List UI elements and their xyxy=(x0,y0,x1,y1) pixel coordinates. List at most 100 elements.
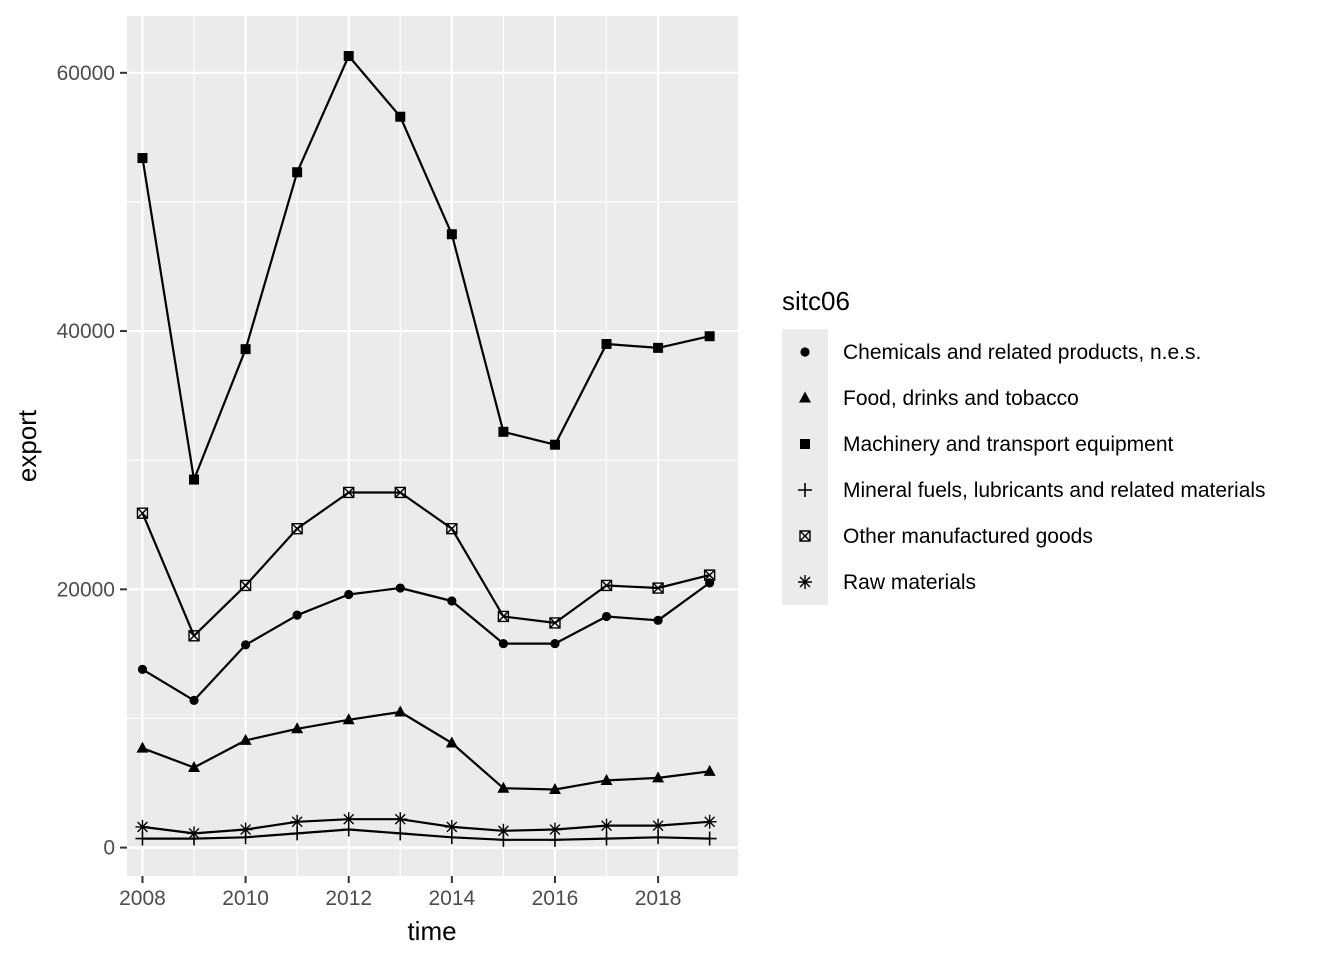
data-point xyxy=(344,589,354,600)
data-point xyxy=(653,342,664,353)
x-tick-label: 2010 xyxy=(222,887,269,910)
data-point xyxy=(652,582,664,594)
legend-label: Mineral fuels, lubricants and related ma… xyxy=(843,479,1266,502)
legend-items: Chemicals and related products, n.e.s. Fo… xyxy=(798,341,1266,594)
data-point xyxy=(547,822,562,837)
data-point xyxy=(393,826,408,841)
data-point xyxy=(136,741,149,753)
data-point xyxy=(703,764,716,776)
legend-key xyxy=(800,347,810,357)
data-point xyxy=(600,773,613,785)
data-point xyxy=(395,111,406,122)
y-tick-label: 20000 xyxy=(57,578,115,601)
data-point xyxy=(651,818,666,833)
data-point xyxy=(343,486,355,499)
series-line xyxy=(141,54,710,481)
data-point xyxy=(290,814,305,829)
y-tick-label: 60000 xyxy=(57,62,115,85)
legend-label: Food, drinks and tobacco xyxy=(843,387,1079,410)
legend-label: Raw materials xyxy=(843,571,976,594)
data-point xyxy=(599,831,614,846)
data-point xyxy=(240,640,251,650)
legend-item: Food, drinks and tobacco xyxy=(799,387,1079,410)
data-point xyxy=(446,229,457,240)
legend-title: sitc06 xyxy=(782,286,850,316)
data-point xyxy=(137,664,148,674)
data-point xyxy=(394,705,407,717)
data-point xyxy=(497,610,510,623)
legend-item: Chemicals and related products, n.e.s. xyxy=(800,341,1201,364)
data-point xyxy=(239,733,252,745)
series-line xyxy=(142,828,710,841)
legend-key xyxy=(799,530,811,542)
legend-label: Machinery and transport equipment xyxy=(843,433,1174,456)
data-point xyxy=(702,831,717,846)
data-point xyxy=(599,818,614,833)
data-point xyxy=(239,579,252,592)
x-tick-label: 2018 xyxy=(635,887,682,910)
grid-minor xyxy=(127,16,738,876)
data-point xyxy=(601,611,612,622)
data-point xyxy=(342,713,355,725)
legend-item: Mineral fuels, lubricants and related ma… xyxy=(798,479,1266,502)
data-point xyxy=(652,771,665,783)
y-axis-label: export xyxy=(12,409,42,482)
data-point xyxy=(444,819,459,834)
data-point xyxy=(445,736,458,748)
series-line xyxy=(142,818,710,835)
legend-key xyxy=(799,391,811,403)
legend-item: Machinery and transport equipment xyxy=(800,433,1174,456)
legend-key xyxy=(798,483,812,497)
data-point xyxy=(498,426,509,437)
series-1 xyxy=(136,705,716,794)
data-point xyxy=(188,761,201,773)
data-point xyxy=(496,823,511,838)
data-point xyxy=(393,812,408,827)
data-point xyxy=(394,486,406,499)
data-point xyxy=(343,51,354,62)
data-point xyxy=(498,638,508,649)
data-point xyxy=(292,167,303,178)
data-point xyxy=(341,812,356,827)
data-point xyxy=(188,630,200,642)
data-point xyxy=(187,826,202,841)
series-2 xyxy=(137,51,715,485)
x-tick-label: 2008 xyxy=(119,887,166,910)
series-5 xyxy=(135,812,717,841)
data-point xyxy=(240,344,251,355)
data-point xyxy=(189,474,200,485)
data-point xyxy=(600,579,613,592)
legend-key xyxy=(798,575,812,589)
data-point xyxy=(497,781,510,793)
plot-panel xyxy=(127,16,738,876)
data-point xyxy=(447,596,457,606)
legend-item: Other manufactured goods xyxy=(799,525,1093,548)
data-point xyxy=(550,638,560,649)
data-point xyxy=(136,507,149,519)
data-point xyxy=(702,814,717,829)
x-tick-label: 2016 xyxy=(532,887,579,910)
data-point xyxy=(653,615,663,625)
legend-key xyxy=(800,439,810,449)
data-point xyxy=(292,610,302,620)
series-line xyxy=(142,710,710,791)
data-point xyxy=(549,439,560,450)
data-point xyxy=(291,522,303,535)
data-point xyxy=(291,722,304,734)
legend: sitc06 Chemicals and related products, n… xyxy=(782,286,1266,605)
series-4 xyxy=(136,486,716,642)
x-axis-label: time xyxy=(407,916,456,946)
y-tick-label: 40000 xyxy=(57,320,115,343)
x-tick-label: 2014 xyxy=(428,887,475,910)
data-point xyxy=(548,782,561,794)
legend-item: Raw materials xyxy=(798,571,976,594)
series-line xyxy=(141,582,711,702)
legend-label: Chemicals and related products, n.e.s. xyxy=(843,341,1201,364)
legend-label: Other manufactured goods xyxy=(843,525,1093,548)
x-axis: 2008 2010 2012 2014 2016 2018 xyxy=(119,876,681,910)
data-point xyxy=(135,819,150,834)
data-point xyxy=(395,583,405,593)
data-point xyxy=(601,338,612,349)
data-point xyxy=(703,569,716,581)
